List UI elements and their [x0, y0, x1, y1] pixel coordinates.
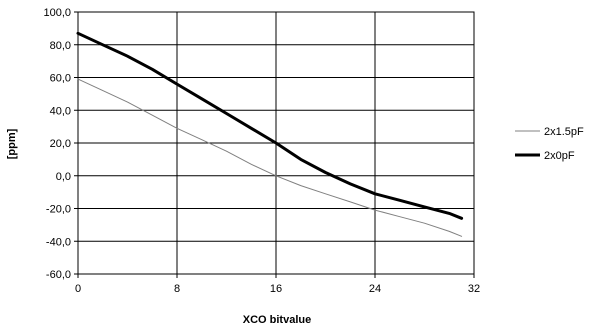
x-axis-title: XCO bitvalue: [243, 314, 311, 326]
y-axis-ticks: 100,0 80,0 60,0 40,0 20,0 0,0 -20,0 -40,0 -60,0: [43, 7, 78, 281]
y-tick-label: 60,0: [50, 73, 71, 85]
y-tick-label: 80,0: [50, 40, 71, 52]
legend: 2x1.5pF 2x0pF: [515, 126, 584, 162]
y-tick-label: 20,0: [50, 138, 71, 150]
legend-label-0: 2x1.5pF: [544, 126, 584, 138]
y-tick-label: -20,0: [46, 204, 71, 216]
y-tick-label: 100,0: [43, 7, 71, 19]
x-tick-label: 16: [270, 283, 282, 295]
legend-label-1: 2x0pF: [544, 150, 575, 162]
y-tick-label: 0,0: [56, 171, 71, 183]
y-tick-label: -60,0: [46, 269, 71, 281]
x-tick-label: 32: [468, 283, 480, 295]
x-tick-label: 8: [174, 283, 180, 295]
y-tick-label: -40,0: [46, 236, 71, 248]
y-axis-title: [ppm]: [6, 128, 18, 159]
y-tick-label: 40,0: [50, 105, 71, 117]
x-tick-label: 0: [75, 283, 81, 295]
x-tick-label: 24: [369, 283, 381, 295]
x-axis-ticks: 0 8 16 24 32: [75, 274, 480, 295]
series-layer: [76, 31, 464, 237]
series-line-1: [76, 31, 464, 220]
series-line-0: [77, 78, 463, 237]
